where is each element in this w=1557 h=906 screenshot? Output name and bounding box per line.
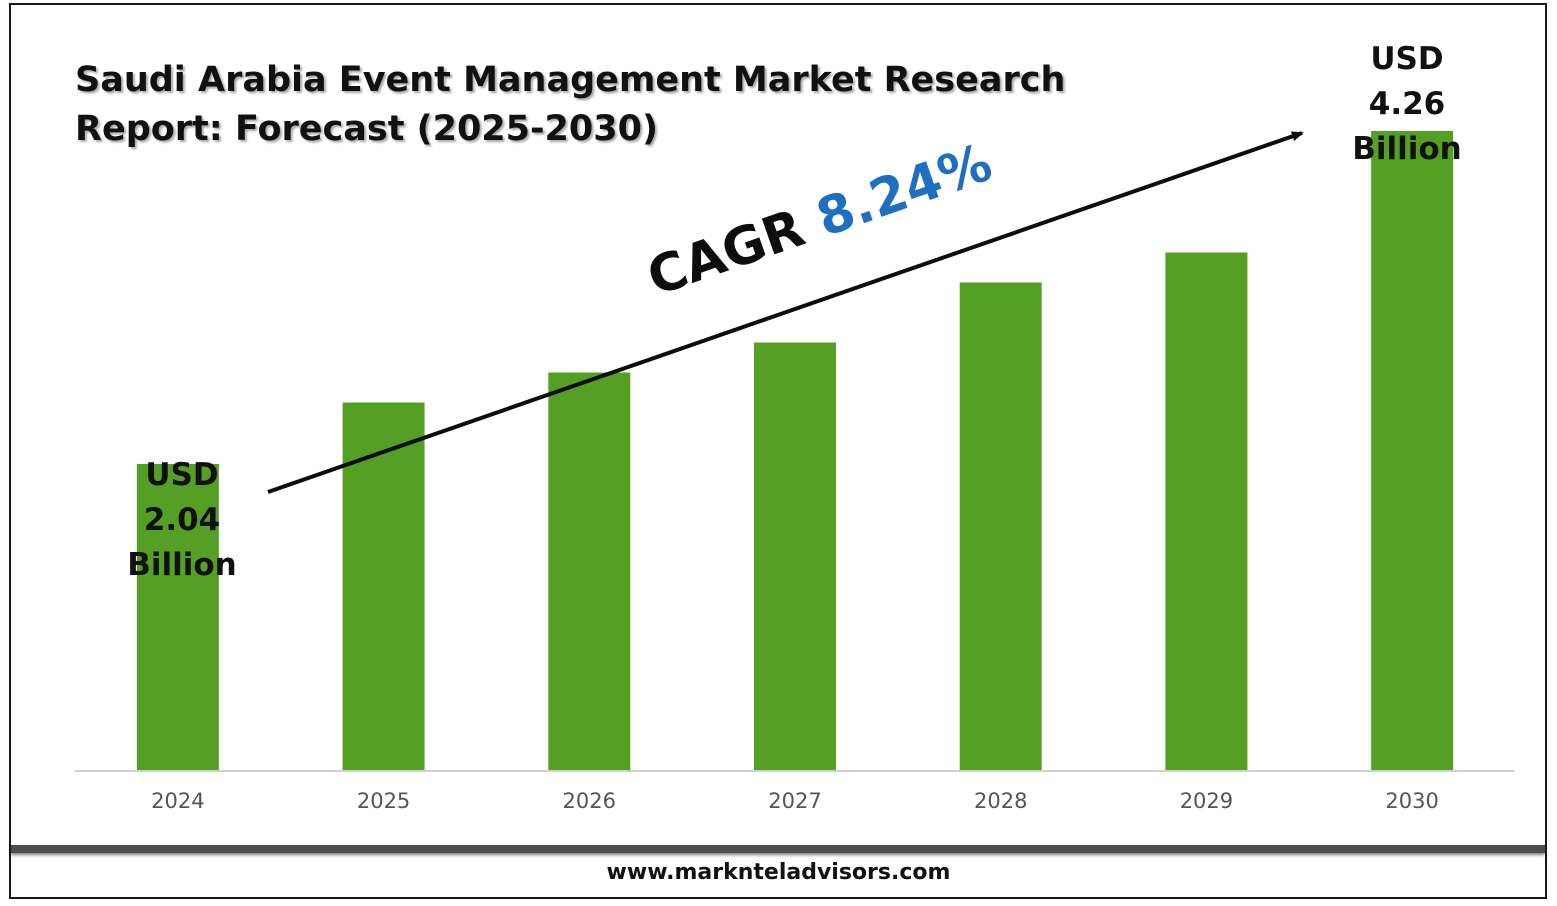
bar-2027 bbox=[754, 342, 836, 770]
x-tick-label-2026: 2026 bbox=[563, 789, 616, 813]
end-value-amount: 4.26 bbox=[1368, 86, 1446, 122]
bar-2024 bbox=[136, 464, 219, 770]
footer-website[interactable]: www.marknteladvisors.com bbox=[606, 860, 951, 885]
start-value-unit: Billion bbox=[127, 547, 237, 583]
bar-2026 bbox=[548, 372, 631, 770]
start-value-amount: 2.04 bbox=[143, 502, 221, 538]
growth-arrow bbox=[267, 131, 1304, 494]
x-tick-label-2030: 2030 bbox=[1385, 789, 1438, 813]
footer-divider bbox=[11, 845, 1545, 853]
bars-layer bbox=[136, 131, 1454, 770]
bar-2030 bbox=[1371, 131, 1454, 770]
x-tick-label-2024: 2024 bbox=[151, 789, 204, 813]
end-value-label: USD 4.26 Billion bbox=[1322, 37, 1492, 172]
start-value-label: USD 2.04 Billion bbox=[97, 453, 267, 588]
start-value-prefix: USD bbox=[145, 457, 219, 493]
x-tick-label-2029: 2029 bbox=[1180, 789, 1233, 813]
x-tick-label-2027: 2027 bbox=[768, 789, 821, 813]
bar-2025 bbox=[342, 402, 425, 770]
chart-title: Saudi Arabia Event Management Market Res… bbox=[75, 60, 1066, 149]
bar-2029 bbox=[1165, 252, 1248, 770]
end-value-unit: Billion bbox=[1352, 131, 1462, 167]
x-tick-labels: 2024 2025 2026 2027 2028 2029 2030 bbox=[151, 789, 1439, 813]
x-tick-label-2028: 2028 bbox=[974, 789, 1027, 813]
bar-2028 bbox=[959, 282, 1042, 770]
end-value-prefix: USD bbox=[1370, 41, 1444, 77]
x-tick-label-2025: 2025 bbox=[357, 789, 410, 813]
